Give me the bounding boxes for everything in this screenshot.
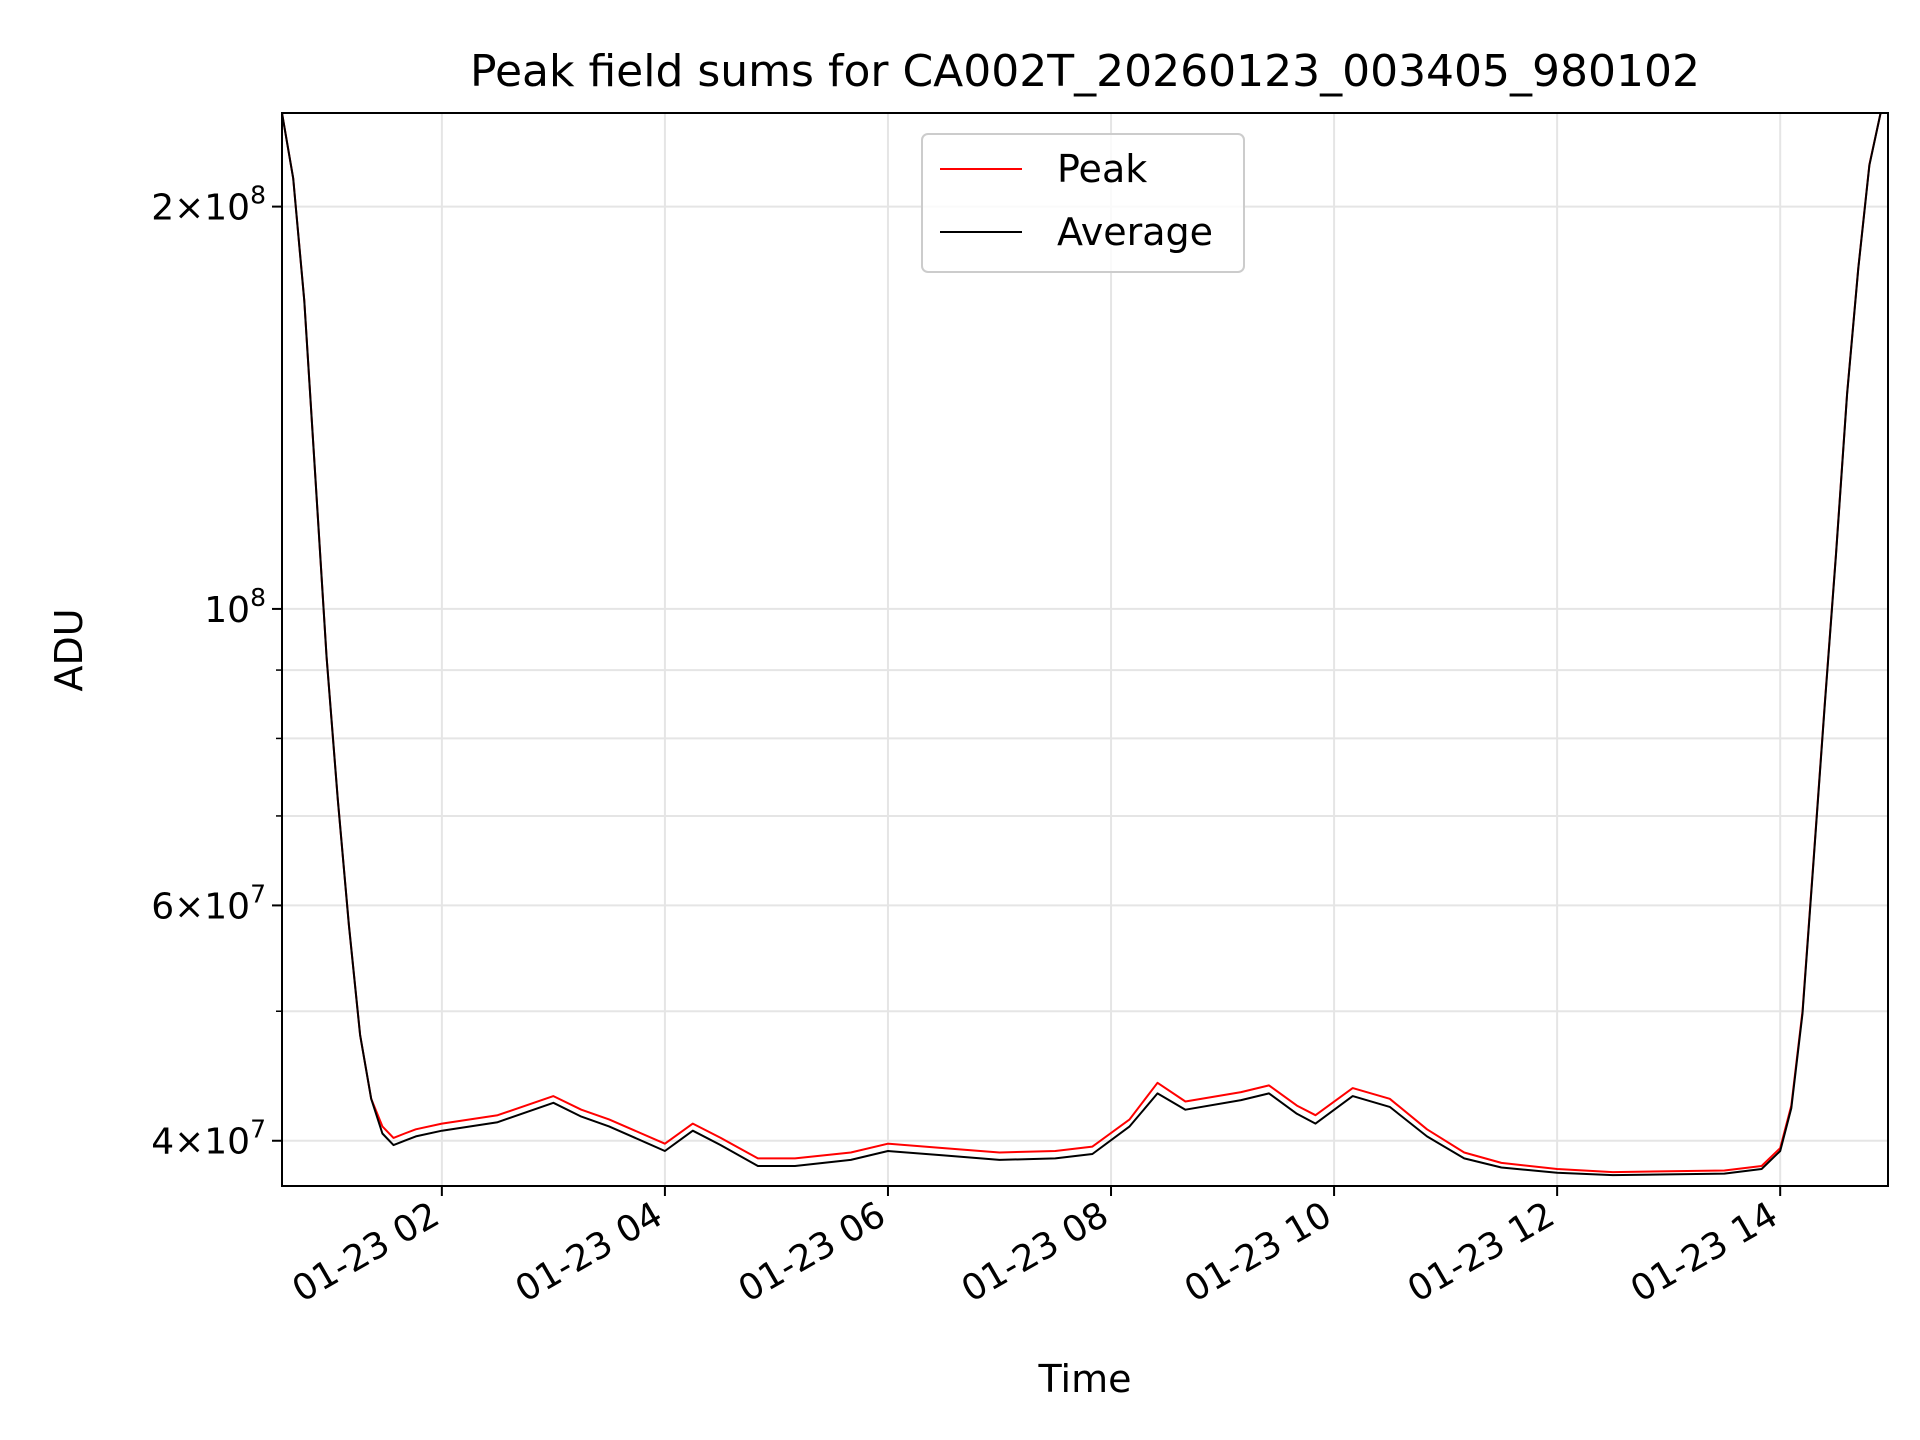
x-tick-label: 01-23 10 bbox=[1178, 1194, 1339, 1310]
x-tick-label: 01-23 04 bbox=[509, 1194, 670, 1310]
y-tick-label: 2×108 bbox=[151, 181, 266, 229]
chart-title: Peak field sums for CA002T_20260123_0034… bbox=[470, 46, 1700, 97]
y-tick-label: 4×107 bbox=[151, 1115, 266, 1163]
gridlines bbox=[282, 113, 1888, 1186]
legend-label-average: Average bbox=[1057, 210, 1213, 254]
x-tick-label: 01-23 06 bbox=[732, 1194, 893, 1310]
legend: Peak Average bbox=[921, 133, 1245, 273]
x-tick-label: 01-23 14 bbox=[1624, 1194, 1785, 1310]
y-tick-label: 108 bbox=[204, 583, 266, 631]
x-tick-label: 01-23 12 bbox=[1401, 1194, 1562, 1310]
series-lines bbox=[281, 112, 1882, 1177]
series-line-peak bbox=[281, 112, 1882, 1174]
plot-frame bbox=[281, 112, 1889, 1187]
legend-label-peak: Peak bbox=[1057, 147, 1147, 191]
x-axis-label: Time bbox=[1038, 1357, 1132, 1401]
y-tick-label: 6×107 bbox=[151, 879, 266, 927]
x-tick-label: 01-23 08 bbox=[955, 1194, 1116, 1310]
y-axis-label: ADU bbox=[47, 608, 91, 691]
x-tick-label: 01-23 02 bbox=[286, 1194, 447, 1310]
series-line-average bbox=[281, 112, 1882, 1177]
